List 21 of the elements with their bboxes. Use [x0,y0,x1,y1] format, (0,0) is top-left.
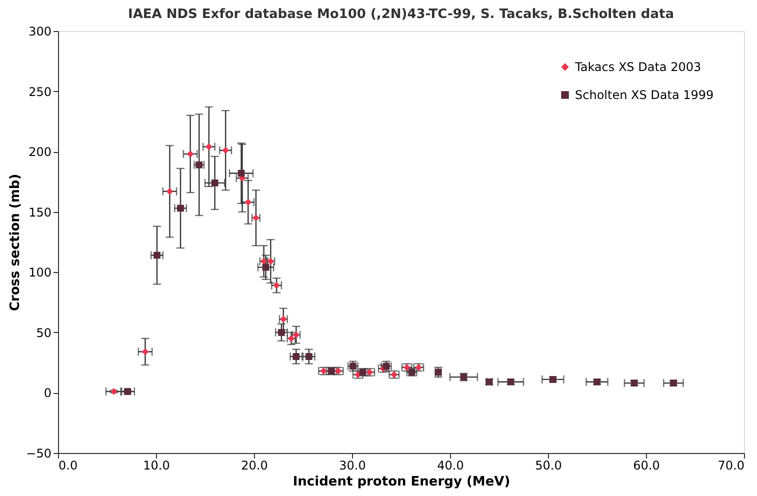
legend-label: Takacs XS Data 2003 [574,60,702,74]
x-tick-label: 10.0 [143,458,170,472]
y-tick-label: 100 [28,266,52,280]
y-tick-label: 0 [44,386,52,400]
y-tick-label: 150 [28,205,52,220]
y-tick-label: 50 [36,326,52,340]
x-tick-label: 50.0 [535,458,562,472]
x-tick-label: 20.0 [241,458,268,472]
x-tick-label: 30.0 [339,458,366,472]
y-tick-label: −50 [26,446,52,460]
y-tick-label: 200 [28,145,52,160]
x-axis-title: Incident proton Energy (MeV) [292,474,510,490]
legend-label: Scholten XS Data 1999 [575,88,714,102]
x-tick-label: 0.0 [58,458,78,472]
y-tick-label: 250 [28,84,52,99]
y-tick-label: 300 [28,24,52,38]
x-tick-label: 60.0 [633,458,660,472]
y-axis-title: Cross section (mb) [8,174,24,312]
x-tick-label: 40.0 [437,458,464,472]
x-tick-label: 70.0 [718,458,744,472]
chart-title: IAEA NDS Exfor database Mo100 (,2N)43-TC-99, S. Tacaks, B.Scholten data [128,7,674,22]
